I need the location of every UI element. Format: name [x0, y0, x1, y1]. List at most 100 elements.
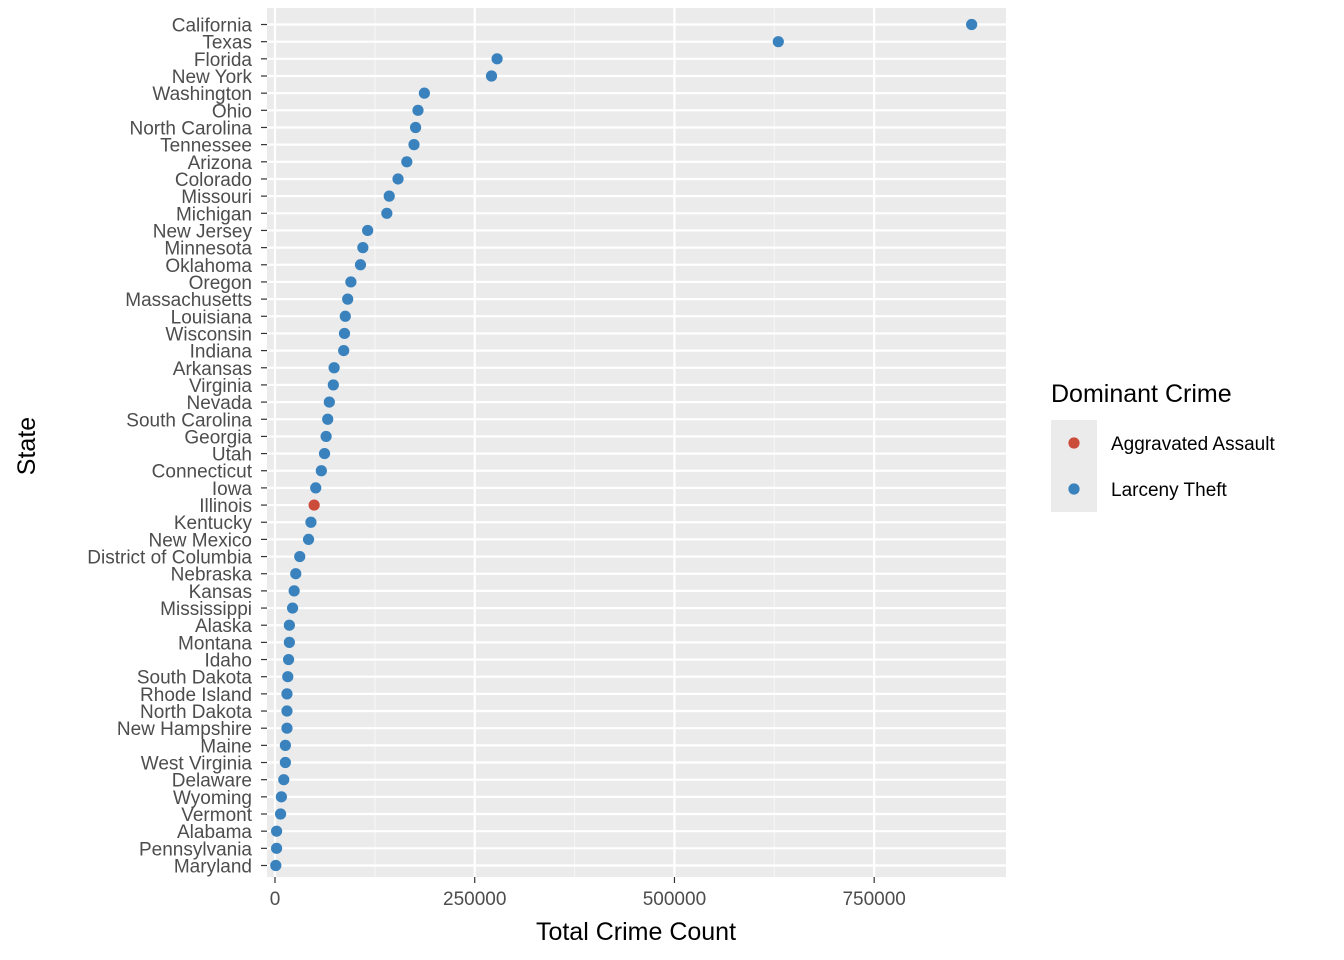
y-tick-label: Nebraska	[171, 565, 253, 586]
y-tick-label: Oklahoma	[165, 256, 252, 277]
y-tick-label: Indiana	[190, 342, 253, 363]
y-tick-label: Vermont	[181, 805, 252, 826]
data-point	[327, 379, 339, 391]
data-point	[485, 70, 498, 82]
data-point	[279, 739, 291, 751]
data-point	[383, 190, 395, 202]
plot-panel	[267, 8, 1006, 877]
y-tick-label: Colorado	[175, 170, 252, 191]
data-point	[354, 259, 367, 271]
data-point	[409, 121, 422, 134]
data-point	[362, 224, 374, 237]
data-point	[323, 396, 335, 408]
data-point	[345, 276, 357, 288]
major-gridlines	[267, 8, 1006, 877]
y-tick-label: West Virginia	[141, 754, 253, 775]
y-tick-label: New Jersey	[153, 221, 253, 242]
y-tick-label: Idaho	[204, 651, 252, 672]
y-tick-label: Utah	[212, 445, 252, 466]
y-tick-label: Alaska	[195, 616, 252, 637]
data-point	[338, 327, 351, 340]
y-tick-label: California	[172, 16, 253, 37]
data-point	[305, 516, 317, 528]
y-tick-label: Wyoming	[173, 788, 252, 809]
y-tick-label: Ohio	[212, 101, 252, 122]
data-point	[282, 671, 294, 683]
x-tick-label: 250000	[443, 889, 506, 910]
data-point	[308, 499, 320, 511]
x-axis-title: Total Crime Count	[536, 918, 736, 946]
y-tick-label: Oregon	[189, 273, 252, 294]
data-point	[491, 53, 503, 65]
y-tick-label: Alabama	[177, 822, 252, 843]
y-tick-label: Minnesota	[164, 239, 252, 260]
y-tick-label: Arizona	[188, 153, 253, 174]
data-point	[281, 705, 293, 717]
y-tick-label: Maryland	[174, 857, 252, 878]
y-tick-label: New York	[172, 67, 253, 88]
data-point	[294, 550, 306, 563]
data-point	[275, 791, 287, 803]
y-tick-label: Connecticut	[152, 462, 253, 483]
y-tick-label: New Hampshire	[117, 719, 252, 740]
y-tick-label: New Mexico	[149, 530, 252, 551]
data-point	[315, 465, 327, 477]
data-point	[278, 774, 290, 786]
data-point	[392, 173, 404, 185]
y-tick-label: Tennessee	[160, 136, 252, 157]
y-tick-label: North Dakota	[140, 702, 252, 723]
legend-label: Larceny Theft	[1111, 480, 1228, 501]
y-tick-label: Delaware	[172, 771, 252, 792]
y-tick-label: Mississippi	[160, 599, 252, 620]
data-point	[283, 619, 295, 631]
y-tick-label: Montana	[178, 633, 252, 654]
y-tick-label: Nevada	[187, 393, 253, 414]
y-tick-label: Rhode Island	[140, 685, 252, 706]
y-tick-label: South Carolina	[126, 410, 252, 431]
data-point	[290, 568, 302, 580]
y-tick-label: Arkansas	[173, 359, 252, 380]
data-point	[412, 104, 424, 116]
y-tick-label: Michigan	[176, 204, 252, 225]
y-tick-label: Massachusetts	[125, 290, 252, 311]
legend: Dominant Crime Aggravated Assault Larceny…	[1051, 380, 1275, 512]
y-tick-label: Virginia	[189, 376, 252, 397]
data-point	[281, 688, 293, 700]
data-point	[418, 87, 430, 99]
x-tick-label: 750000	[842, 889, 905, 910]
data-point	[270, 825, 283, 837]
data-point	[342, 293, 354, 305]
data-point	[381, 207, 393, 219]
y-tick-label: Wisconsin	[165, 324, 252, 345]
data-point	[339, 310, 351, 322]
data-point	[302, 533, 315, 545]
y-tick-label: Georgia	[184, 427, 252, 448]
data-point	[310, 482, 322, 494]
data-point	[279, 756, 291, 769]
legend-key	[1068, 437, 1080, 449]
legend-key-background	[1051, 420, 1097, 512]
y-tick-label: Florida	[194, 50, 253, 71]
data-point	[281, 722, 293, 734]
data-point	[270, 842, 283, 854]
data-points	[270, 18, 978, 872]
y-tick-label: Missouri	[181, 187, 252, 208]
x-tick-label: 0	[270, 889, 281, 910]
data-point	[357, 242, 369, 254]
legend-entries: Aggravated Assault Larceny Theft	[1068, 434, 1275, 501]
data-point	[282, 653, 295, 666]
y-tick-label: Pennsylvania	[139, 839, 252, 860]
x-axis-ticks: 0 250000 500000 750000	[270, 877, 906, 910]
data-point	[320, 430, 332, 443]
legend-title: Dominant Crime	[1051, 380, 1232, 408]
y-tick-label: Maine	[200, 736, 252, 757]
data-point	[328, 362, 340, 374]
legend-label: Aggravated Assault	[1111, 434, 1275, 455]
minor-gridlines	[374, 8, 775, 877]
data-point	[286, 602, 299, 614]
data-point	[338, 345, 350, 357]
y-tick-label: Kentucky	[174, 513, 253, 534]
data-point	[322, 413, 334, 425]
data-point	[408, 139, 420, 151]
